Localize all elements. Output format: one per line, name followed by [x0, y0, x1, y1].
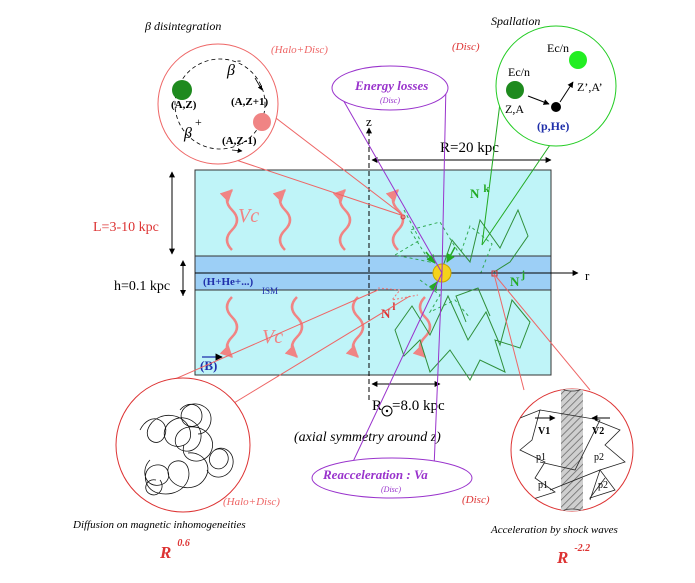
svg-text:(Disc): (Disc) — [381, 485, 401, 494]
halo-height-label: L=3-10 kpc — [93, 220, 159, 235]
disc-bottom-label: (Disc) — [462, 494, 490, 506]
svg-text:Energy losses: Energy losses — [354, 78, 428, 93]
shock-circle: V1 V2 p1 p2 p1 p2 — [510, 388, 634, 512]
random-walk-green — [394, 208, 531, 381]
svg-text:Ec/n: Ec/n — [508, 65, 530, 79]
svg-text:V2: V2 — [592, 426, 604, 437]
svg-text:(A,Z+1): (A,Z+1) — [231, 96, 268, 108]
svg-text:(A,Z-1): (A,Z-1) — [222, 135, 257, 147]
svg-text:p1: p1 — [536, 452, 546, 463]
spallation-title: Spallation — [491, 14, 540, 28]
diffusion-exponent: R 0.6 — [159, 538, 190, 562]
svg-text:Z’,A’: Z’,A’ — [577, 80, 603, 94]
svg-text:-: - — [237, 53, 241, 67]
disc-height-label: h=0.1 kpc — [114, 279, 170, 294]
svg-text:Ec/n: Ec/n — [547, 41, 569, 55]
svg-text:(Disc): (Disc) — [380, 96, 400, 105]
svg-text:(p,He): (p,He) — [537, 119, 569, 133]
b-field-label: (B) — [200, 358, 217, 373]
ism-sub-label: ISM — [262, 286, 278, 296]
connector-lines — [149, 59, 591, 469]
halo-disc-bottom-label: (Halo+Disc) — [223, 496, 280, 508]
diffusion-circle — [115, 377, 251, 513]
vc-label-top: Vc — [238, 205, 259, 227]
beta-title: β disintegration — [144, 19, 221, 33]
svg-text:(A,Z): (A,Z) — [171, 99, 197, 111]
diffusion-title: Diffusion on magnetic inhomogeneities — [72, 519, 246, 531]
random-walk-pink — [377, 287, 419, 301]
svg-text:p1: p1 — [538, 480, 548, 491]
convection-arrows — [219, 189, 432, 358]
halo-disc-top-label: (Halo+Disc) — [271, 44, 328, 56]
svg-text:β: β — [226, 62, 235, 79]
z-axis-label: z — [366, 114, 372, 129]
svg-text:β: β — [183, 125, 192, 142]
svg-text:Z,A: Z,A — [505, 102, 524, 116]
svg-text:+: + — [195, 115, 202, 129]
disc-top-label: (Disc) — [452, 41, 480, 53]
r-axis-label: r — [585, 268, 590, 283]
energy-losses-ellipse: Energy losses (Disc) — [331, 65, 449, 111]
random-walk-dashed — [393, 209, 493, 319]
beta-disintegration-circle: β - β + (A,Z) (A,Z+1) (A,Z-1) — [157, 43, 279, 165]
svg-text:Reacceleration : Va: Reacceleration : Va — [322, 467, 428, 482]
vc-label-bottom: Vc — [262, 326, 283, 348]
reacceleration-ellipse: Reacceleration : Va (Disc) — [311, 457, 473, 499]
ism-label: (H+He+...) — [203, 276, 253, 288]
svg-text:p2: p2 — [598, 480, 608, 491]
svg-text:V1: V1 — [538, 426, 550, 437]
svg-text:p2: p2 — [594, 452, 604, 463]
acceleration-title: Acceleration by shock waves — [490, 524, 618, 536]
radius-label: R=20 kpc — [440, 140, 499, 156]
spallation-circle: Ec/n Ec/n Z,A Z’,A’ (p,He) — [495, 25, 617, 147]
axial-symmetry-label: (axial symmetry around z) — [294, 430, 441, 445]
sun-distance-label: R =8.0 kpc — [372, 398, 445, 414]
acceleration-exponent: R -2.2 — [556, 543, 590, 567]
